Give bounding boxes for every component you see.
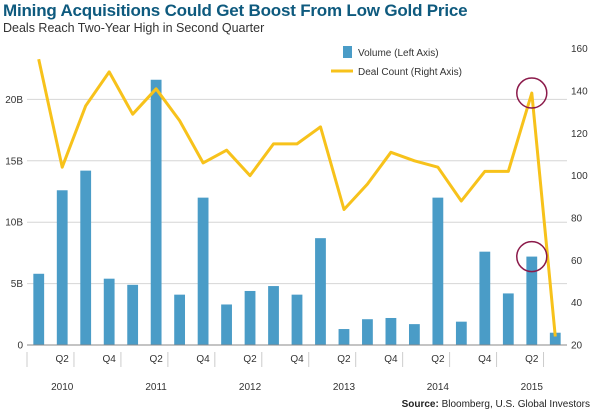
x-year-label: 2015 xyxy=(521,382,544,393)
y-left-tick-label: 15B xyxy=(5,156,23,167)
x-tick-label: Q4 xyxy=(384,354,398,365)
x-tick-label: Q2 xyxy=(56,354,70,365)
y-right-tick-label: 140 xyxy=(571,86,588,97)
x-tick-label: Q2 xyxy=(149,354,163,365)
x-year-label: 2011 xyxy=(145,382,167,393)
bar-volume xyxy=(432,197,444,345)
bar-volume xyxy=(526,256,538,345)
legend-label-volume: Volume (Left Axis) xyxy=(358,48,439,59)
y-right-tick-label: 40 xyxy=(571,298,583,309)
bar-volume xyxy=(385,317,397,345)
x-year-label: 2014 xyxy=(427,382,450,393)
x-tick-label: Q2 xyxy=(431,354,445,365)
bar-volume xyxy=(479,251,491,345)
y-right-tick-label: 100 xyxy=(571,171,588,182)
bar-volume xyxy=(33,273,45,345)
y-left-tick-label: 10B xyxy=(5,218,23,229)
highlight-circle-deal-count xyxy=(516,77,548,109)
y-right-tick-label: 160 xyxy=(571,44,588,55)
bar-volume xyxy=(408,324,420,345)
x-tick-label: Q2 xyxy=(337,354,351,365)
line-deal-count xyxy=(37,58,557,337)
bar-volume xyxy=(197,197,209,345)
bar-volume xyxy=(291,294,303,345)
bar-volume xyxy=(56,190,68,345)
bar-volume xyxy=(127,284,139,345)
y-right-tick-label: 60 xyxy=(571,256,583,267)
source-label: Source: xyxy=(401,399,439,410)
x-tick-label: Q4 xyxy=(290,354,304,365)
bar-volume xyxy=(221,304,232,345)
x-tick-label: Q4 xyxy=(196,354,210,365)
legend-swatch-volume xyxy=(343,46,352,58)
bar-volume xyxy=(174,294,186,345)
y-left-tick-label: 20B xyxy=(5,95,23,106)
bar-volume xyxy=(244,290,256,345)
bar-volume xyxy=(362,319,373,345)
bar-volume xyxy=(268,286,279,345)
chart-subtitle: Deals Reach Two-Year High in Second Quar… xyxy=(3,21,265,35)
x-year-label: 2012 xyxy=(239,382,262,393)
x-tick-label: Q4 xyxy=(103,354,117,365)
bar-volume xyxy=(338,329,350,345)
legend-label-deal-count: Deal Count (Right Axis) xyxy=(358,67,462,78)
x-tick-label: Q2 xyxy=(525,354,539,365)
bar-volume xyxy=(315,238,326,345)
bar-volume xyxy=(80,170,92,345)
chart-title: Mining Acquisitions Could Get Boost From… xyxy=(3,1,468,20)
y-left-tick-label: 0 xyxy=(17,341,23,352)
y-right-tick-label: 120 xyxy=(571,129,588,140)
bar-volume xyxy=(549,332,561,345)
source-text: Bloomberg, U.S. Global Investors xyxy=(438,399,590,410)
x-tick-label: Q4 xyxy=(478,354,492,365)
y-left-tick-label: 5B xyxy=(11,279,24,290)
source-note: Source: Bloomberg, U.S. Global Investors xyxy=(402,399,590,410)
bar-volume xyxy=(455,321,467,345)
x-year-label: 2010 xyxy=(51,382,74,393)
highlight-circle-volume xyxy=(516,240,548,273)
bar-volume xyxy=(502,293,514,345)
bar-volume xyxy=(103,278,115,345)
y-right-tick-label: 80 xyxy=(571,213,583,224)
x-year-label: 2013 xyxy=(333,382,356,393)
x-tick-label: Q2 xyxy=(243,354,257,365)
bar-volume xyxy=(150,79,162,345)
y-right-tick-label: 20 xyxy=(571,341,583,352)
